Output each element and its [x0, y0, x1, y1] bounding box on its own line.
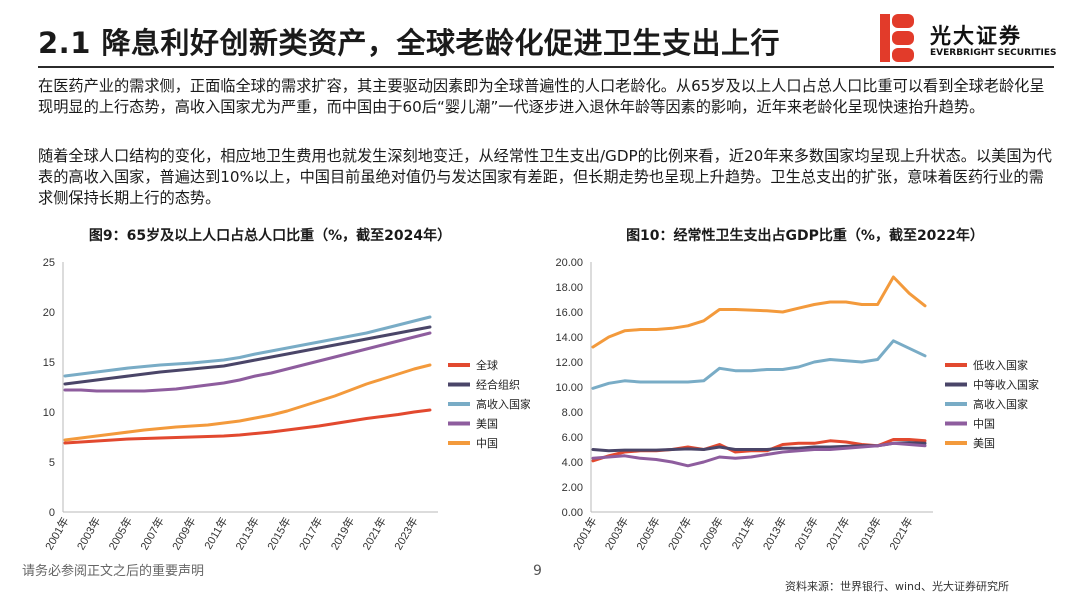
y-tick-label: 8.00 — [562, 407, 583, 419]
y-tick-label: 15 — [43, 357, 55, 369]
legend-label: 低收入国家 — [973, 358, 1028, 372]
y-tick-label: 6.00 — [562, 432, 583, 444]
x-tick-label: 2005年 — [105, 515, 135, 553]
page-title: 2.1 降息利好创新类资产，全球老龄化促进卫生支出上行 — [38, 26, 780, 60]
everbright-logo-icon — [880, 14, 914, 62]
x-tick-label: 2003年 — [73, 515, 103, 553]
x-tick-label: 2021年 — [886, 515, 916, 553]
legend-label: 中等收入国家 — [973, 378, 1039, 392]
x-tick-label: 2019年 — [327, 515, 357, 553]
chart-title: 图9：65岁及以上人口占总人口比重（%，截至2024年） — [89, 227, 451, 244]
chart-health-expenditure: 图10：经常性卫生支出占GDP比重（%，截至2022年） 0.00 2.00 4.00… — [555, 227, 1039, 553]
y-tick-label: 5 — [49, 457, 55, 469]
chart-title: 图10：经常性卫生支出占GDP比重（%，截至2022年） — [626, 227, 984, 244]
x-tick-label: 2017年 — [296, 515, 326, 553]
x-tick-label: 2011年 — [728, 515, 757, 552]
x-tick-label: 2001年 — [42, 515, 72, 553]
x-tick-label: 2003年 — [601, 515, 631, 553]
company-logo: 光大证券 EVERBRIGHT SECURITIES — [880, 12, 1060, 64]
x-tick-label: 2001年 — [570, 515, 600, 553]
body-paragraph-1: 在医药产业的需求侧，正面临全球的需求扩容，其主要驱动因素即为全球普遍性的人口老龄… — [38, 77, 1045, 116]
x-tick-label: 2013年 — [759, 515, 789, 553]
legend-label: 高收入国家 — [973, 397, 1028, 411]
legend-label: 美国 — [973, 437, 995, 450]
series-line-1 — [63, 408, 432, 445]
y-tick-label: 12.00 — [555, 357, 583, 369]
series-line-4 — [591, 441, 927, 468]
logo-text-en: EVERBRIGHT SECURITIES — [930, 48, 1057, 58]
legend-label: 高收入国家 — [476, 397, 530, 411]
x-tick-label: 2007年 — [137, 515, 167, 553]
x-tick-label: 2007年 — [665, 515, 695, 553]
x-tick-label: 2009年 — [696, 515, 726, 553]
x-tick-label: 2015年 — [264, 515, 294, 553]
series-line-5 — [591, 275, 927, 349]
y-tick-label: 20 — [43, 307, 55, 319]
y-tick-label: 18.00 — [555, 282, 583, 294]
source-note: 资料来源：世界银行、wind、光大证券研究所 — [785, 580, 1010, 593]
series-line-2 — [63, 325, 432, 386]
y-tick-label: 0 — [49, 507, 55, 519]
x-tick-label: 2009年 — [169, 515, 199, 553]
y-tick-label: 10 — [43, 407, 55, 419]
x-tick-label: 2023年 — [391, 515, 421, 553]
series-line-3 — [63, 315, 432, 378]
x-tick-label: 2015年 — [791, 515, 821, 553]
x-tick-label: 2021年 — [359, 515, 389, 553]
legend-label: 中国 — [476, 437, 498, 450]
y-tick-label: 20.00 — [555, 257, 583, 269]
series-line-5 — [63, 363, 432, 442]
y-tick-label: 10.00 — [555, 382, 583, 394]
chart-aging-population: 图9：65岁及以上人口占总人口比重（%，截至2024年） 0 5 10 15 20 25 20… — [42, 227, 530, 553]
y-tick-label: 25 — [43, 257, 55, 269]
legend-label: 美国 — [476, 418, 498, 431]
series-line-4 — [63, 331, 432, 393]
disclaimer-text: 请务必参阅正文之后的重要声明 — [22, 564, 205, 579]
y-tick-label: 0.00 — [562, 507, 583, 519]
series-line-3 — [591, 339, 927, 390]
legend-label: 全球 — [476, 358, 498, 372]
x-tick-label: 2005年 — [633, 515, 663, 553]
x-tick-label: 2013年 — [232, 515, 262, 553]
y-tick-label: 16.00 — [555, 307, 583, 319]
title-divider — [38, 66, 1054, 68]
y-tick-label: 2.00 — [562, 482, 583, 494]
page-number: 9 — [533, 563, 542, 579]
body-paragraph-2: 随着全球人口结构的变化，相应地卫生费用也就发生深刻地变迁，从经常性卫生支出/GD… — [38, 147, 1052, 207]
logo-text-cn: 光大证券 — [930, 24, 1022, 48]
x-tick-label: 2017年 — [823, 515, 853, 553]
y-tick-label: 14.00 — [555, 332, 583, 344]
x-tick-label: 2019年 — [854, 515, 884, 553]
x-tick-label: 2011年 — [201, 515, 230, 552]
legend-label: 中国 — [973, 418, 995, 431]
legend-label: 经合组织 — [476, 378, 520, 392]
y-tick-label: 4.00 — [562, 457, 583, 469]
